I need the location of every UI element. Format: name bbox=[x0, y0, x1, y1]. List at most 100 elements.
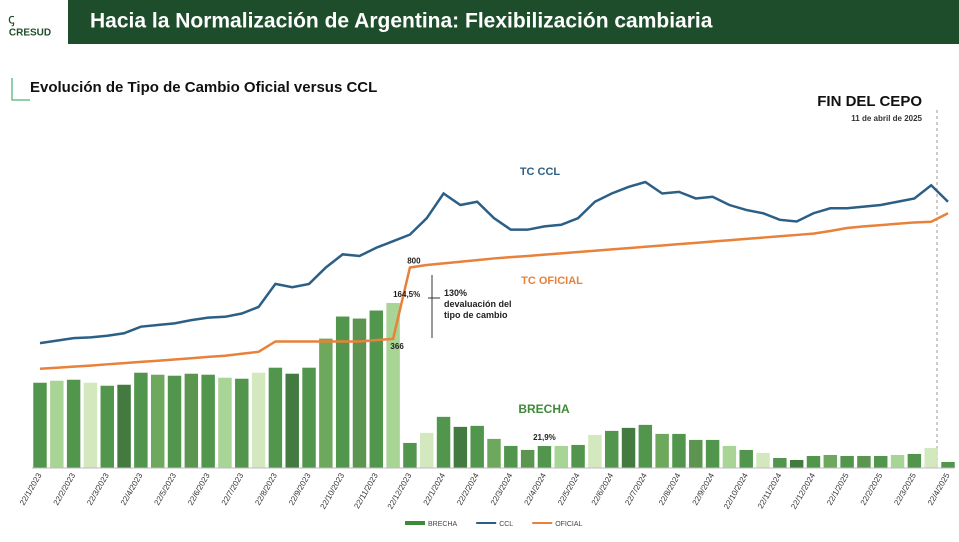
x-tick-label: 22/9/2024 bbox=[691, 471, 717, 507]
logo-mark: ꞔ bbox=[8, 11, 15, 27]
bar bbox=[167, 375, 182, 468]
header-band bbox=[0, 0, 959, 44]
series-label: BRECHA bbox=[518, 402, 570, 416]
bar bbox=[672, 433, 686, 468]
bar bbox=[537, 446, 552, 468]
bar bbox=[134, 372, 148, 468]
x-tick-label: 22/5/2023 bbox=[152, 471, 178, 507]
value-label: 800 bbox=[407, 257, 421, 266]
bar bbox=[403, 442, 417, 468]
bar bbox=[66, 379, 81, 468]
bar bbox=[722, 445, 737, 468]
bar bbox=[453, 426, 468, 468]
x-tick-label: 22/4/2024 bbox=[522, 471, 548, 507]
x-tick-label: 22/2/2025 bbox=[859, 471, 885, 507]
bar bbox=[352, 318, 367, 468]
x-tick-label: 22/2/2024 bbox=[455, 471, 481, 507]
bar bbox=[756, 452, 770, 468]
x-tick-label: 22/1/2024 bbox=[422, 471, 448, 507]
bar bbox=[924, 447, 938, 468]
bar bbox=[285, 373, 299, 468]
bar bbox=[554, 445, 568, 468]
x-tick-label: 22/1/2023 bbox=[18, 471, 44, 507]
value-label: 164,5% bbox=[393, 290, 420, 299]
x-tick-label: 22/7/2023 bbox=[220, 471, 246, 507]
x-tick-label: 22/3/2023 bbox=[85, 471, 111, 507]
bar bbox=[806, 455, 821, 468]
bar bbox=[436, 416, 451, 468]
bar bbox=[235, 378, 249, 468]
x-tick-label: 22/3/2024 bbox=[489, 471, 515, 507]
bar bbox=[621, 427, 636, 468]
value-label: 366 bbox=[390, 342, 404, 351]
x-tick-label: 22/12/2023 bbox=[386, 471, 414, 511]
x-tick-label: 22/12/2024 bbox=[789, 471, 817, 511]
logo-box bbox=[0, 0, 68, 44]
bar bbox=[184, 373, 199, 468]
note: 130% devaluación del tipo de cambio bbox=[444, 288, 512, 320]
bar bbox=[487, 438, 501, 468]
bar bbox=[150, 374, 165, 468]
legend-swatch bbox=[405, 521, 425, 525]
bar bbox=[83, 382, 98, 468]
bar bbox=[604, 430, 619, 468]
chart-title: Evolución de Tipo de Cambio Oficial vers… bbox=[30, 79, 377, 96]
bar bbox=[50, 380, 64, 468]
x-tick-label: 22/2/2023 bbox=[52, 471, 78, 507]
bar bbox=[520, 449, 535, 468]
x-tick-label: 22/9/2023 bbox=[287, 471, 313, 507]
bar bbox=[470, 425, 484, 468]
bar bbox=[874, 455, 888, 468]
note-box: 130% devaluación del tipo de cambio bbox=[444, 288, 512, 320]
x-tick-label: 22/7/2024 bbox=[623, 471, 649, 507]
x-tick-label: 22/6/2024 bbox=[590, 471, 616, 507]
series-label: TC OFICIAL bbox=[521, 275, 583, 287]
bar bbox=[100, 385, 114, 468]
bar bbox=[33, 382, 47, 468]
bar bbox=[201, 374, 215, 468]
bar bbox=[890, 454, 905, 468]
bar bbox=[571, 444, 585, 468]
bar bbox=[907, 453, 922, 468]
x-tick-label: 22/11/2024 bbox=[756, 471, 784, 510]
legend-label: OFICIAL bbox=[555, 521, 582, 528]
bracket bbox=[428, 275, 440, 338]
bar bbox=[638, 424, 653, 468]
slide-title: Hacia la Normalización de Argentina: Fle… bbox=[90, 10, 713, 33]
logo: CRESUD bbox=[9, 28, 51, 39]
x-tick-label: 22/10/2023 bbox=[318, 471, 346, 511]
bar bbox=[268, 367, 283, 468]
x-tick-label: 22/6/2023 bbox=[186, 471, 212, 507]
bar bbox=[689, 439, 703, 468]
bar bbox=[705, 439, 720, 468]
event-title: FIN DEL CEPO bbox=[817, 93, 922, 110]
x-tick-label: 22/8/2023 bbox=[253, 471, 279, 507]
bar bbox=[302, 367, 316, 468]
x-tick-label: 22/8/2024 bbox=[657, 471, 683, 507]
x-tick-label: 22/3/2025 bbox=[892, 471, 918, 507]
legend-label: CCL bbox=[499, 521, 513, 528]
bar bbox=[941, 461, 955, 468]
bar bbox=[251, 372, 266, 468]
bar bbox=[386, 303, 400, 468]
decoration bbox=[11, 78, 30, 101]
value-label: 21,9% bbox=[533, 433, 556, 442]
x-tick-label: 22/4/2023 bbox=[119, 471, 145, 507]
bar bbox=[857, 455, 871, 468]
bar bbox=[369, 310, 384, 468]
bar bbox=[840, 455, 854, 468]
x-tick-label: 22/10/2024 bbox=[722, 471, 750, 511]
event-date: 11 de abril de 2025 bbox=[851, 114, 922, 123]
bar bbox=[655, 433, 669, 468]
x-tick-label: 22/1/2025 bbox=[825, 471, 851, 507]
x-tick-label: 22/5/2024 bbox=[556, 471, 582, 507]
bar bbox=[420, 432, 434, 468]
x-tick-label: 22/4/2025 bbox=[926, 471, 952, 507]
bar bbox=[218, 377, 232, 468]
bar bbox=[504, 445, 518, 468]
bar bbox=[773, 457, 787, 468]
bar bbox=[117, 384, 131, 468]
bar bbox=[739, 449, 753, 468]
bar bbox=[789, 459, 804, 468]
bar bbox=[319, 338, 333, 468]
